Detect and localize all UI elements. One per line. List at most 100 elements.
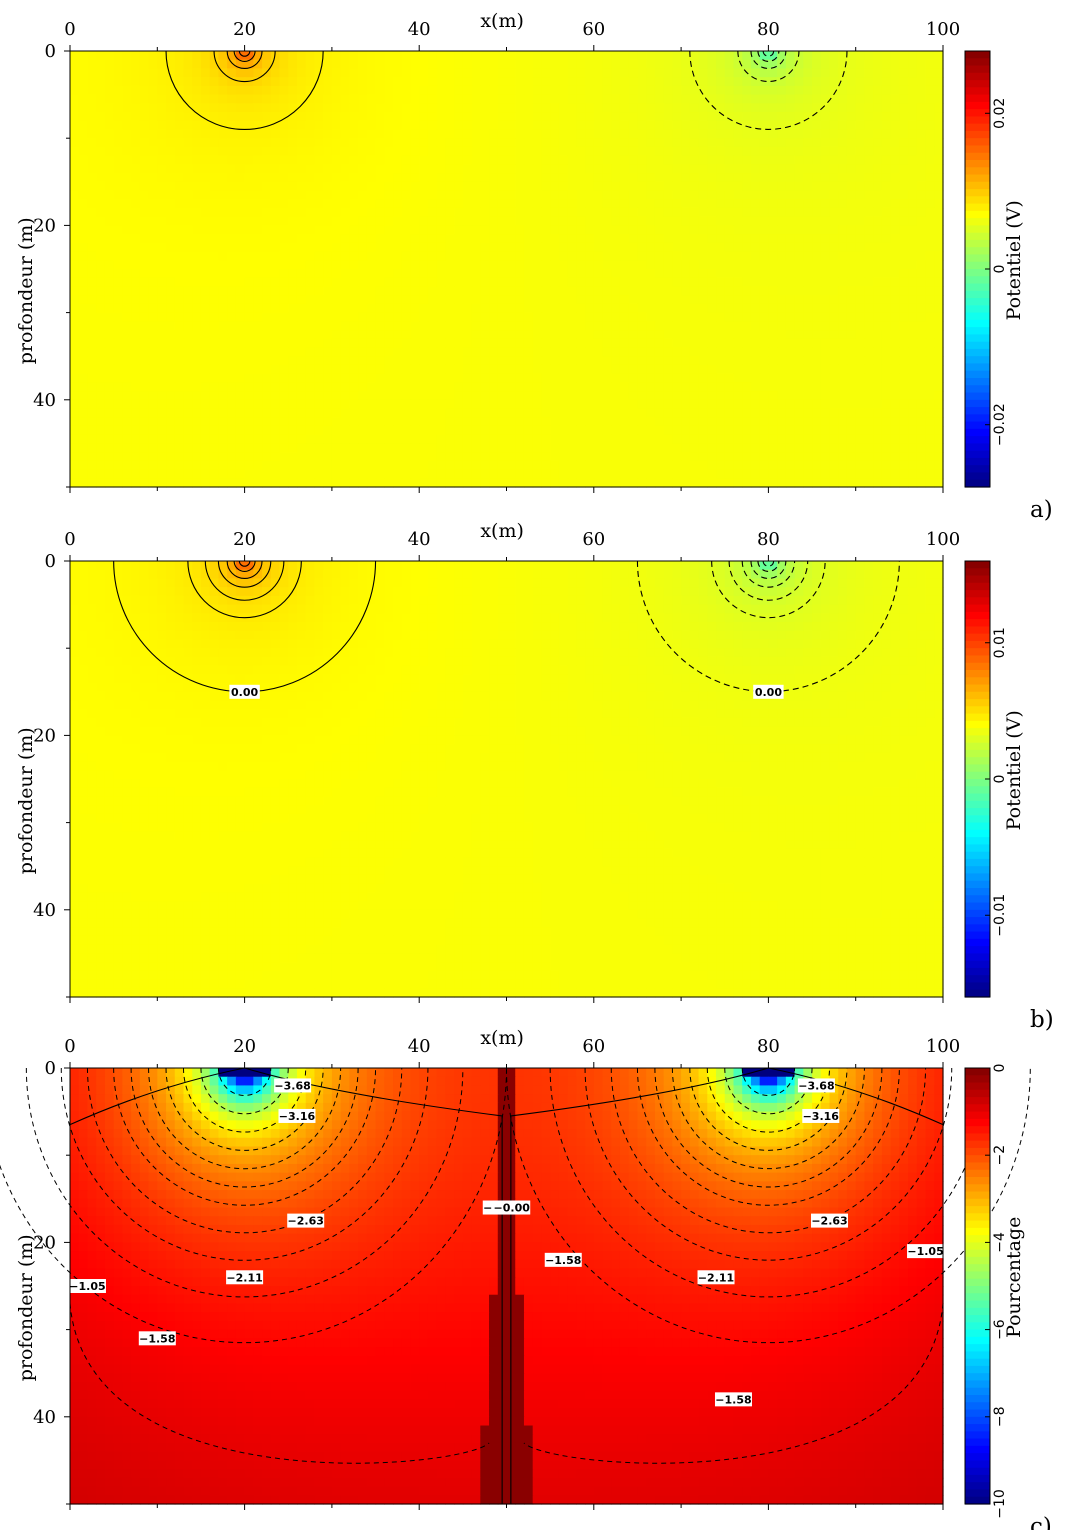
heatmap-cell (585, 51, 595, 61)
heatmap-cell (471, 330, 481, 340)
heatmap-cell (864, 303, 874, 314)
heatmap-cell (70, 478, 80, 488)
heatmap-cell (323, 138, 333, 148)
heatmap-cell (812, 77, 822, 87)
heatmap-cell (646, 251, 656, 261)
heatmap-cell (864, 103, 874, 113)
heatmap-cell (139, 207, 150, 218)
heatmap-cell (358, 399, 368, 410)
heatmap-cell (742, 469, 752, 479)
heatmap-cell (916, 338, 927, 349)
heatmap-cell (864, 155, 874, 165)
heatmap-cell (480, 68, 490, 78)
heatmap-cell (270, 286, 281, 296)
heatmap-cell (270, 251, 281, 261)
heatmap-cell (270, 181, 281, 192)
heatmap-cell (742, 85, 752, 96)
heatmap-cell (70, 408, 80, 418)
heatmap-cell (619, 452, 630, 462)
heatmap-cell (558, 478, 569, 488)
heatmap-cell (523, 59, 534, 70)
heatmap-cell (113, 94, 123, 104)
heatmap-cell (750, 364, 761, 375)
heatmap-cell (497, 146, 508, 157)
heatmap-cell (908, 469, 918, 479)
heatmap-cell (550, 51, 560, 61)
heatmap-cell (593, 356, 604, 366)
heatmap-cell (227, 112, 237, 122)
heatmap-cell (908, 391, 918, 401)
heatmap-cell (707, 51, 717, 61)
heatmap-cell (515, 434, 525, 444)
heatmap-cell (890, 251, 900, 261)
heatmap-cell (401, 190, 412, 200)
heatmap-cell (672, 164, 682, 174)
heatmap-cell (812, 242, 822, 253)
heatmap-cell (436, 251, 446, 261)
heatmap-cell (838, 347, 848, 357)
heatmap-cell (244, 269, 254, 279)
heatmap-cell (331, 269, 342, 279)
heatmap-cell (113, 260, 123, 270)
heatmap-cell (497, 129, 508, 139)
heatmap-cell (323, 373, 333, 383)
heatmap-cell (375, 399, 385, 410)
heatmap-cell (733, 242, 743, 253)
heatmap-cell (908, 234, 918, 244)
heatmap-cell (803, 460, 813, 471)
heatmap-cell (515, 382, 525, 392)
heatmap-cell (87, 330, 97, 340)
heatmap-cell (716, 303, 726, 314)
heatmap-cell (532, 312, 543, 322)
heatmap-cell (812, 382, 822, 392)
heatmap-cell (899, 260, 909, 270)
heatmap-cell (131, 269, 141, 279)
heatmap-cell (305, 173, 316, 183)
heatmap-cell (218, 103, 228, 113)
heatmap-cell (401, 242, 412, 253)
heatmap-cell (78, 408, 89, 418)
heatmap-cell (794, 443, 804, 453)
heatmap-cell (262, 277, 272, 288)
heatmap-cell (637, 216, 647, 226)
heatmap-cell (296, 338, 307, 349)
heatmap-cell (323, 225, 333, 235)
heatmap-cell (436, 373, 446, 383)
heatmap-cell (497, 330, 508, 340)
heatmap-cell (218, 452, 228, 462)
heatmap-cell (192, 199, 202, 209)
heatmap-cell (689, 234, 700, 244)
heatmap-cell (218, 251, 228, 261)
heatmap-cell (78, 364, 89, 375)
heatmap-cell (558, 277, 569, 288)
heatmap-cell (785, 94, 796, 104)
heatmap-cell (873, 251, 883, 261)
heatmap-cell (820, 269, 831, 279)
heatmap-cell (619, 443, 630, 453)
heatmap-cell (777, 216, 787, 226)
heatmap-cell (445, 103, 455, 113)
heatmap-cell (314, 382, 324, 392)
heatmap-cell (454, 425, 464, 436)
heatmap-cell (183, 94, 193, 104)
heatmap-cell (401, 295, 412, 305)
heatmap-cell (750, 347, 761, 357)
heatmap-cell (340, 312, 350, 322)
heatmap-cell (314, 277, 324, 288)
heatmap-cell (139, 364, 150, 375)
heatmap-cell (384, 138, 394, 148)
heatmap-cell (716, 478, 726, 488)
heatmap-cell (899, 146, 909, 157)
heatmap-cell (200, 321, 211, 331)
heatmap-cell (698, 469, 708, 479)
heatmap-cell (777, 146, 787, 157)
heatmap-cell (916, 295, 927, 305)
heatmap-cell (122, 425, 132, 436)
heatmap-cell (87, 260, 97, 270)
heatmap-cell (349, 94, 359, 104)
heatmap-cell (296, 190, 307, 200)
heatmap-cell (349, 181, 359, 192)
heatmap-cell (445, 399, 455, 410)
heatmap-cell (899, 251, 909, 261)
heatmap-cell (864, 199, 874, 209)
